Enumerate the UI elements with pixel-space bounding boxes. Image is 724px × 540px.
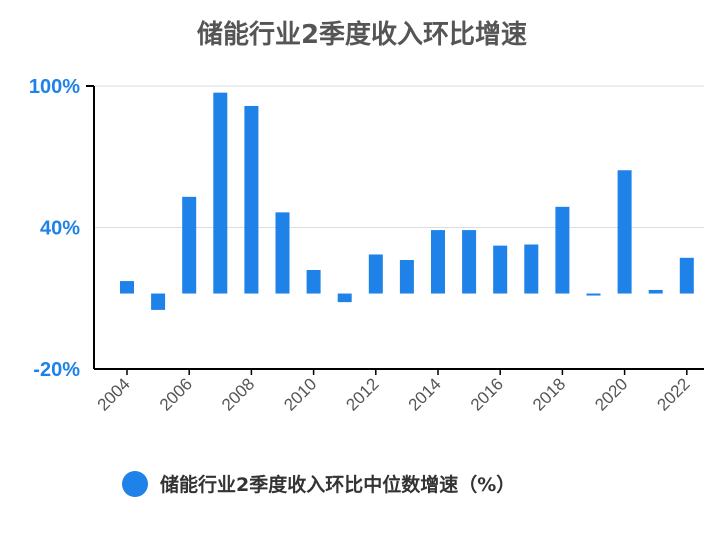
bar xyxy=(462,230,477,294)
bar xyxy=(399,260,414,294)
x-tick-label: 2022 xyxy=(653,374,693,414)
x-tick-label: 2010 xyxy=(280,374,320,414)
bar xyxy=(648,289,663,294)
legend-swatch xyxy=(122,470,148,497)
bar xyxy=(617,170,632,294)
x-tick-label: 2006 xyxy=(156,374,196,414)
legend-label: 储能行业2季度收入环比中位数增速（%） xyxy=(160,474,516,496)
bar xyxy=(679,257,694,294)
y-tick-label: 40% xyxy=(40,218,80,240)
bar xyxy=(306,269,321,294)
bar xyxy=(368,254,383,294)
x-tick-label: 2012 xyxy=(342,374,382,414)
x-tick-label: 2016 xyxy=(467,374,507,414)
legend: 储能行业2季度收入环比中位数增速（%） xyxy=(122,470,515,497)
bar xyxy=(151,293,166,310)
bar xyxy=(182,196,197,294)
bar xyxy=(493,245,508,294)
bar xyxy=(337,293,352,303)
bar xyxy=(555,206,570,294)
x-tick-label: 2018 xyxy=(529,374,569,414)
chart-title: 储能行业2季度收入环比增速 xyxy=(196,20,528,50)
x-tick-label: 2004 xyxy=(94,374,134,414)
x-tick-label: 2014 xyxy=(405,374,445,414)
x-tick-label: 2008 xyxy=(218,374,258,414)
y-tick-label: -20% xyxy=(33,359,80,381)
bar xyxy=(120,281,134,294)
bar xyxy=(244,105,259,294)
bar xyxy=(213,92,228,294)
bar xyxy=(275,212,290,294)
bar xyxy=(586,293,601,296)
bar xyxy=(431,230,445,294)
x-tick-label: 2020 xyxy=(591,374,631,414)
y-tick-label: 100% xyxy=(29,76,80,98)
bar xyxy=(524,244,539,294)
